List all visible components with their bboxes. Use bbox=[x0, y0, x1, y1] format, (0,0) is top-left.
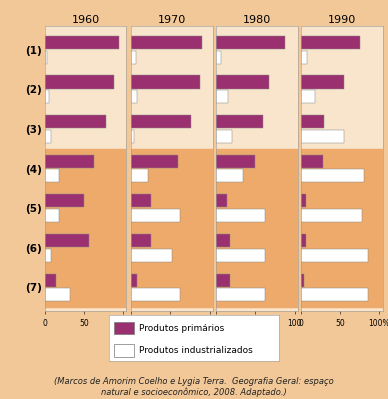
Text: Produtos industrializados: Produtos industrializados bbox=[139, 346, 253, 355]
Bar bbox=[131, 268, 213, 307]
Bar bbox=[131, 109, 213, 149]
Bar bbox=[131, 51, 136, 63]
Bar bbox=[216, 69, 298, 109]
Bar bbox=[45, 69, 126, 109]
Bar bbox=[301, 149, 383, 188]
Bar bbox=[45, 188, 126, 228]
Bar bbox=[216, 274, 230, 286]
Bar bbox=[216, 149, 298, 188]
Bar bbox=[216, 234, 230, 247]
Bar bbox=[131, 130, 134, 143]
Bar bbox=[45, 249, 51, 262]
Bar bbox=[301, 109, 383, 149]
Title: 1980: 1980 bbox=[242, 15, 271, 25]
Bar bbox=[45, 51, 47, 63]
Bar bbox=[131, 288, 180, 301]
Bar bbox=[301, 155, 323, 168]
Bar bbox=[131, 234, 151, 247]
Bar bbox=[216, 90, 228, 103]
Bar bbox=[216, 75, 269, 89]
Bar bbox=[301, 36, 360, 49]
Bar bbox=[131, 228, 213, 268]
Bar bbox=[216, 30, 298, 69]
Bar bbox=[45, 130, 51, 143]
Bar bbox=[216, 209, 265, 222]
Text: Produtos primários: Produtos primários bbox=[139, 324, 225, 332]
Bar bbox=[216, 249, 265, 262]
Bar bbox=[131, 36, 202, 49]
Bar bbox=[301, 30, 383, 69]
Bar bbox=[131, 149, 213, 188]
Bar bbox=[45, 228, 126, 268]
Text: (Marcos de Amorim Coelho e Lygia Terra.  Geografia Geral: espaço
natural e socio: (Marcos de Amorim Coelho e Lygia Terra. … bbox=[54, 377, 334, 397]
Bar bbox=[301, 209, 362, 222]
Bar bbox=[301, 69, 383, 109]
Bar bbox=[301, 249, 367, 262]
Bar bbox=[216, 155, 255, 168]
Bar bbox=[131, 194, 151, 207]
Bar bbox=[301, 274, 304, 286]
Bar bbox=[216, 130, 232, 143]
Bar bbox=[45, 274, 56, 286]
Bar bbox=[114, 322, 134, 334]
Bar bbox=[301, 288, 367, 301]
Bar bbox=[45, 109, 126, 149]
Bar bbox=[45, 36, 120, 49]
Bar bbox=[216, 109, 298, 149]
Bar bbox=[45, 30, 126, 69]
Bar bbox=[301, 194, 305, 207]
Bar bbox=[301, 188, 383, 228]
Bar bbox=[216, 268, 298, 307]
Bar bbox=[45, 209, 59, 222]
Bar bbox=[45, 268, 126, 307]
Bar bbox=[216, 115, 263, 128]
Bar bbox=[45, 288, 70, 301]
Bar bbox=[301, 228, 383, 268]
Bar bbox=[131, 274, 137, 286]
Bar bbox=[216, 169, 243, 182]
Bar bbox=[216, 36, 285, 49]
Bar bbox=[216, 194, 227, 207]
Bar bbox=[131, 115, 191, 128]
Bar bbox=[131, 155, 178, 168]
Bar bbox=[301, 51, 307, 63]
Bar bbox=[301, 234, 305, 247]
Bar bbox=[131, 75, 200, 89]
Bar bbox=[131, 188, 213, 228]
Bar bbox=[45, 155, 94, 168]
Bar bbox=[114, 344, 134, 357]
Bar bbox=[45, 75, 114, 89]
Bar bbox=[131, 169, 148, 182]
Bar bbox=[301, 169, 364, 182]
Bar bbox=[45, 169, 59, 182]
Bar bbox=[216, 188, 298, 228]
Bar bbox=[131, 209, 180, 222]
Bar bbox=[45, 234, 90, 247]
Bar bbox=[131, 249, 172, 262]
Bar bbox=[301, 75, 344, 89]
Bar bbox=[301, 115, 324, 128]
Bar bbox=[45, 149, 126, 188]
Bar bbox=[45, 115, 106, 128]
Title: 1960: 1960 bbox=[71, 15, 100, 25]
Bar bbox=[45, 90, 49, 103]
Bar bbox=[45, 194, 84, 207]
Bar bbox=[131, 30, 213, 69]
Bar bbox=[301, 130, 344, 143]
Bar bbox=[216, 228, 298, 268]
Bar bbox=[301, 90, 315, 103]
Bar bbox=[216, 288, 265, 301]
Bar bbox=[131, 90, 137, 103]
Title: 1970: 1970 bbox=[158, 15, 186, 25]
Bar bbox=[301, 268, 383, 307]
Bar bbox=[216, 51, 221, 63]
Bar bbox=[131, 69, 213, 109]
Title: 1990: 1990 bbox=[327, 15, 356, 25]
